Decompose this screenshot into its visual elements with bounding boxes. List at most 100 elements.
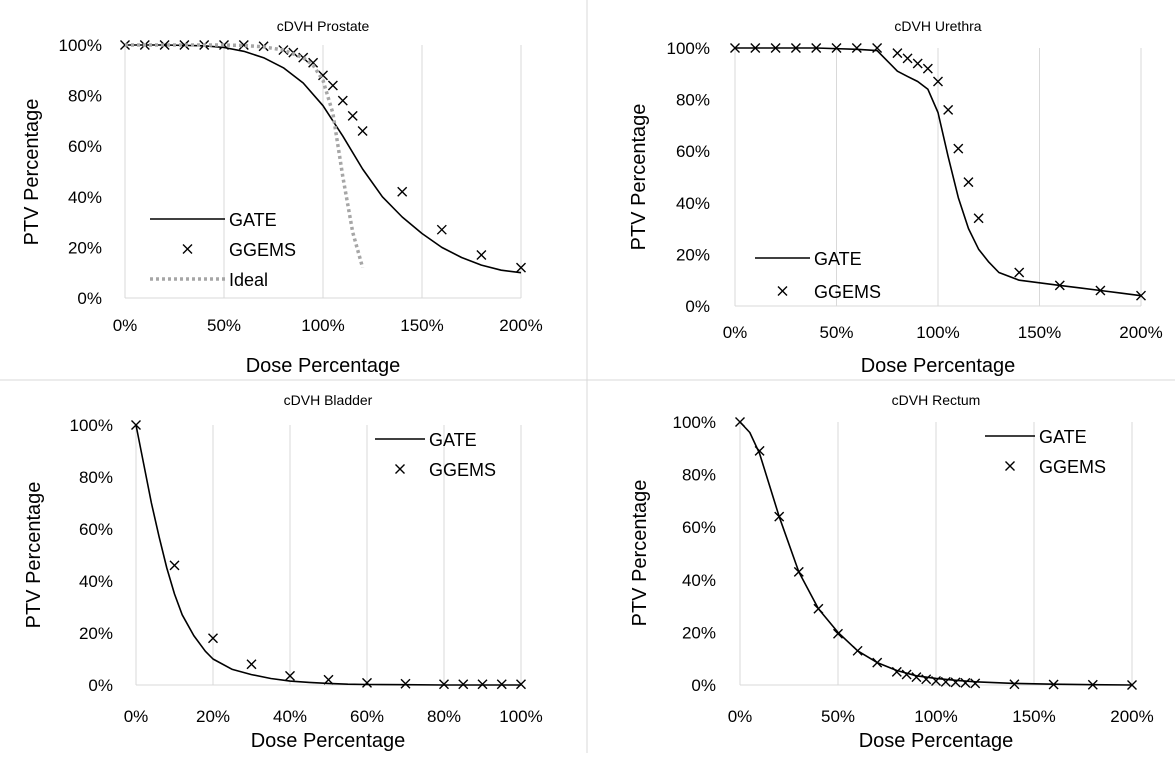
x-axis-title: Dose Percentage	[861, 355, 1016, 377]
data-point-ggems	[1048, 679, 1059, 690]
series-line-gate	[125, 44, 522, 274]
x-tick-label: 80%	[427, 707, 461, 726]
y-tick-label: 40%	[682, 571, 716, 590]
data-point-ggems	[246, 659, 257, 670]
data-point-ggems	[516, 679, 526, 690]
y-tick-label: 60%	[68, 137, 102, 156]
x-tick-label: 100%	[914, 707, 957, 726]
data-point-ggems	[1095, 285, 1106, 296]
y-tick-label: 60%	[682, 518, 716, 537]
data-point-ggems	[285, 670, 295, 681]
series-line-gate	[135, 424, 521, 686]
x-tick-label: 0%	[124, 707, 149, 726]
data-point-ggems	[308, 57, 319, 68]
legend: GATE GGEMS Ideal	[150, 210, 296, 290]
legend-label: GATE	[814, 249, 862, 269]
data-point-ggems	[851, 43, 862, 53]
y-tick-label: 20%	[682, 623, 716, 642]
data-point-ggems	[436, 224, 447, 235]
y-tick-label: 20%	[676, 245, 710, 264]
legend-label: GATE	[1039, 427, 1087, 447]
x-tick-label: 0%	[723, 323, 748, 342]
legend-label: GATE	[229, 210, 277, 230]
data-point-ggems	[931, 676, 941, 687]
y-tick-label: 80%	[68, 87, 102, 106]
legend-marker-ggems	[1005, 461, 1015, 471]
data-point-ggems	[770, 43, 781, 53]
data-point-ggems	[1009, 679, 1020, 690]
x-tick-label: 0%	[728, 707, 753, 726]
y-axis-title: PTV Percentage	[629, 480, 651, 627]
panel-bladder: 0% 20% 40% 60% 80% 100% 0% 20% 40% 60% 80% 100% cDVH…	[23, 392, 543, 752]
legend-label: GGEMS	[429, 460, 496, 480]
data-point-ggems	[476, 249, 487, 260]
y-tick-label: 0%	[685, 297, 710, 316]
y-tick-label: 40%	[68, 188, 102, 207]
x-tick-label: 200%	[499, 316, 542, 335]
y-tick-label: 40%	[79, 572, 113, 591]
data-point-ggems	[892, 48, 903, 59]
chart-title: cDVH Prostate	[277, 18, 370, 34]
chart-title: cDVH Urethra	[894, 18, 981, 34]
x-tick-label: 50%	[821, 707, 855, 726]
data-point-ggems	[179, 40, 190, 50]
data-point-ggems	[496, 679, 507, 690]
data-point-ggems	[852, 645, 863, 656]
y-tick-label: 60%	[79, 520, 113, 539]
data-point-ggems	[439, 679, 449, 690]
data-point-ggems	[790, 43, 801, 53]
data-point-ggems	[793, 566, 804, 577]
data-point-ggems	[347, 110, 358, 121]
data-point-ggems	[833, 628, 843, 639]
legend-label: GGEMS	[229, 240, 296, 260]
x-tick-label: 20%	[196, 707, 230, 726]
legend: GATE GGEMS	[755, 249, 881, 302]
data-point-ggems	[357, 126, 368, 137]
data-point-ggems	[922, 63, 933, 74]
x-tick-label: 0%	[113, 316, 138, 335]
data-point-ggems	[831, 43, 842, 53]
y-tick-label: 80%	[682, 466, 716, 485]
data-point-ggems	[813, 603, 824, 614]
chart-title: cDVH Rectum	[892, 392, 981, 408]
x-tick-label: 200%	[1110, 707, 1153, 726]
data-point-ggems	[933, 76, 943, 87]
data-point-ggems	[1087, 679, 1098, 690]
panel-urethra: 0% 50% 100% 150% 200% 0% 20% 40% 60% 80% 100% cDVH …	[628, 18, 1163, 377]
data-point-ggems	[327, 80, 338, 91]
y-tick-label: 100%	[59, 36, 102, 55]
y-tick-label: 100%	[673, 413, 716, 432]
data-point-ggems	[735, 417, 745, 427]
data-point-ggems	[901, 669, 912, 680]
data-point-ggems	[400, 678, 411, 689]
data-point-ggems	[963, 177, 974, 188]
data-point-ggems	[169, 560, 180, 571]
legend: GATE GGEMS	[375, 430, 496, 480]
data-point-ggems	[318, 70, 328, 81]
y-tick-label: 0%	[77, 289, 102, 308]
legend-label: GGEMS	[1039, 457, 1106, 477]
data-point-ggems	[940, 676, 951, 687]
legend-label: GGEMS	[814, 282, 881, 302]
x-tick-label: 150%	[1012, 707, 1055, 726]
legend-marker-ggems	[182, 244, 193, 254]
data-point-ggems	[872, 657, 883, 668]
data-point-ggems	[872, 43, 883, 53]
x-tick-label: 50%	[207, 316, 241, 335]
y-tick-label: 60%	[676, 142, 710, 161]
data-point-ggems	[1014, 267, 1025, 278]
y-tick-label: 20%	[68, 238, 102, 257]
x-axis-title: Dose Percentage	[859, 730, 1014, 752]
data-point-ggems	[950, 677, 961, 688]
y-tick-label: 40%	[676, 194, 710, 213]
y-tick-label: 80%	[79, 468, 113, 487]
data-point-ggems	[921, 674, 932, 685]
y-axis-title: PTV Percentage	[21, 99, 43, 246]
x-tick-label: 100%	[916, 323, 959, 342]
data-point-ggems	[902, 53, 913, 64]
legend-label: GATE	[429, 430, 477, 450]
y-axis-title: PTV Percentage	[23, 482, 45, 629]
data-point-ggems	[131, 420, 141, 430]
